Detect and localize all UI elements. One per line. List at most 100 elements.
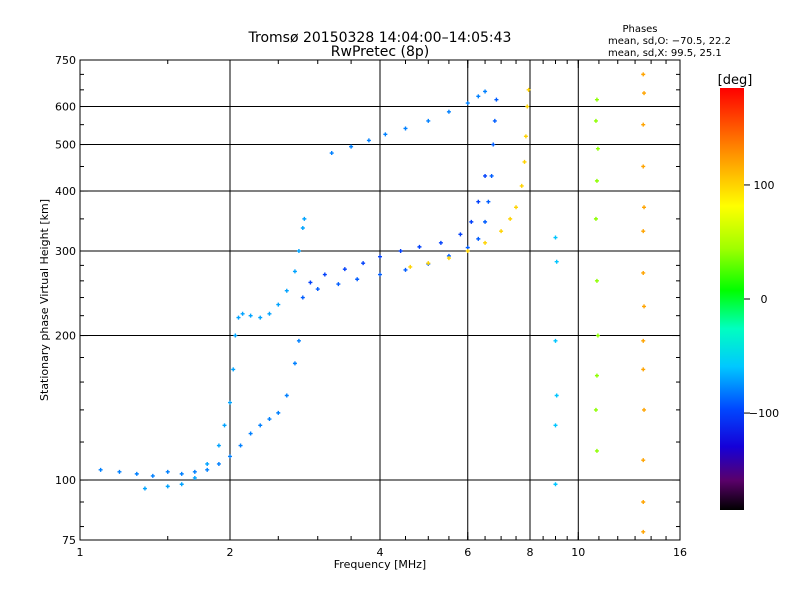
data-point xyxy=(523,134,528,139)
data-point xyxy=(322,272,327,277)
data-point xyxy=(641,458,646,463)
data-point xyxy=(292,269,297,274)
colorbar xyxy=(720,88,744,510)
y-axis-label: Stationary phase Virtual Height [km] xyxy=(38,199,51,401)
data-point xyxy=(228,400,232,405)
data-point xyxy=(522,159,527,164)
y-tick-label: 400 xyxy=(55,185,76,198)
data-point xyxy=(641,367,646,372)
data-point xyxy=(489,173,494,178)
data-point xyxy=(378,272,382,277)
y-tick-label: 750 xyxy=(55,54,76,67)
data-point xyxy=(514,205,519,210)
data-point xyxy=(594,448,599,453)
data-point xyxy=(508,216,513,221)
data-point xyxy=(231,367,236,372)
data-point xyxy=(642,205,647,210)
data-point xyxy=(554,393,559,398)
data-point xyxy=(248,313,253,318)
data-point xyxy=(361,261,366,266)
data-point xyxy=(641,270,646,275)
data-point xyxy=(238,443,243,448)
data-point xyxy=(403,126,408,131)
data-point xyxy=(233,333,238,338)
data-point xyxy=(641,338,646,343)
data-point xyxy=(642,91,647,96)
data-point xyxy=(446,256,451,261)
data-point xyxy=(438,240,443,245)
data-point xyxy=(284,393,289,398)
data-point xyxy=(553,235,558,240)
data-point xyxy=(465,249,470,254)
data-point xyxy=(329,151,334,156)
data-point xyxy=(228,454,232,459)
y-tick-label: 200 xyxy=(55,330,76,343)
data-point xyxy=(248,431,253,436)
data-point xyxy=(179,482,184,487)
data-point xyxy=(641,164,646,169)
x-tick-label: 1 xyxy=(77,546,84,559)
x-tick-label: 6 xyxy=(464,546,471,559)
data-point xyxy=(236,315,241,320)
data-point xyxy=(276,302,281,307)
data-point xyxy=(465,245,470,250)
data-point xyxy=(594,278,599,283)
data-point xyxy=(240,311,245,316)
data-point xyxy=(267,417,272,422)
x-tick-label: 10 xyxy=(571,546,585,559)
data-point xyxy=(366,138,371,143)
data-point xyxy=(593,216,598,221)
x-axis-ticks: 1 2 4 6 8 10 16 xyxy=(77,60,687,559)
y-tick-label: 75 xyxy=(62,534,76,547)
data-point xyxy=(642,407,647,412)
x-tick-label: 16 xyxy=(673,546,687,559)
chart-title: Tromsø 20150328 14:04:00–14:05:43 xyxy=(248,30,512,46)
data-point xyxy=(117,469,122,474)
data-point xyxy=(258,423,263,428)
data-point xyxy=(553,338,558,343)
gridlines xyxy=(80,60,680,540)
data-point xyxy=(641,529,646,534)
phase-stats-o: mean, sd,O: −70.5, 22.2 xyxy=(608,36,731,47)
data-point xyxy=(641,122,646,127)
colorbar-tick-label: −100 xyxy=(749,407,779,420)
phase-stats-x: mean, sd,X: 99.5, 25.1 xyxy=(608,48,722,59)
data-point xyxy=(292,361,297,366)
data-point xyxy=(483,173,488,178)
data-point xyxy=(336,282,341,287)
data-point xyxy=(179,471,184,476)
data-point xyxy=(465,101,470,106)
data-point xyxy=(642,304,647,309)
data-point xyxy=(483,89,488,94)
data-point xyxy=(296,338,301,343)
data-point xyxy=(483,240,488,245)
data-point xyxy=(519,183,524,188)
y-tick-label: 300 xyxy=(55,245,76,258)
data-point xyxy=(308,280,313,285)
data-point xyxy=(302,216,307,221)
data-point xyxy=(165,484,170,489)
data-point xyxy=(426,261,431,266)
colorbar-unit: [deg] xyxy=(718,73,753,88)
colorbar-tick-label: 100 xyxy=(754,179,775,192)
data-point xyxy=(525,104,530,109)
x-axis-label: Frequency [MHz] xyxy=(334,558,426,571)
data-point xyxy=(276,410,281,415)
data-point xyxy=(216,443,221,448)
data-point xyxy=(491,142,496,147)
x-tick-label: 2 xyxy=(227,546,234,559)
chart-subtitle: RwPretec (8p) xyxy=(331,44,429,60)
data-point xyxy=(446,109,451,114)
y-tick-label: 100 xyxy=(55,474,76,487)
data-point xyxy=(483,219,488,224)
data-point xyxy=(458,232,463,237)
data-point xyxy=(593,407,598,412)
data-point xyxy=(267,311,272,316)
data-point xyxy=(205,467,210,472)
data-point xyxy=(595,146,600,151)
data-point xyxy=(216,461,221,466)
data-point xyxy=(403,267,408,272)
data-point xyxy=(258,315,263,320)
data-point xyxy=(315,287,320,292)
data-point xyxy=(98,467,103,472)
